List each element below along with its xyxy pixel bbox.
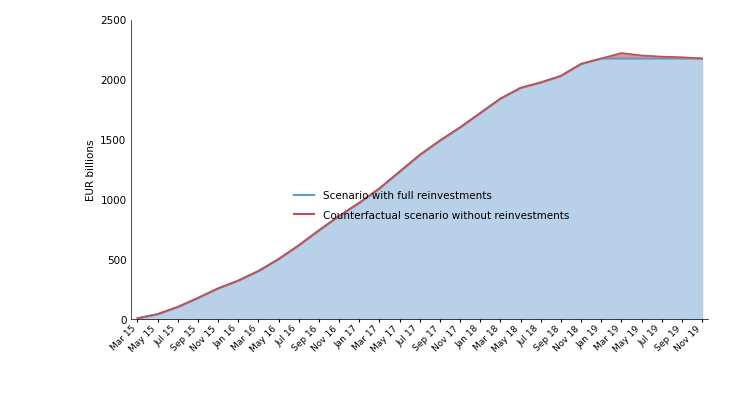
Y-axis label: EUR billions: EUR billions [86,139,96,200]
Legend: Scenario with full reinvestments, Counterfactual scenario without reinvestments: Scenario with full reinvestments, Counte… [289,187,573,225]
